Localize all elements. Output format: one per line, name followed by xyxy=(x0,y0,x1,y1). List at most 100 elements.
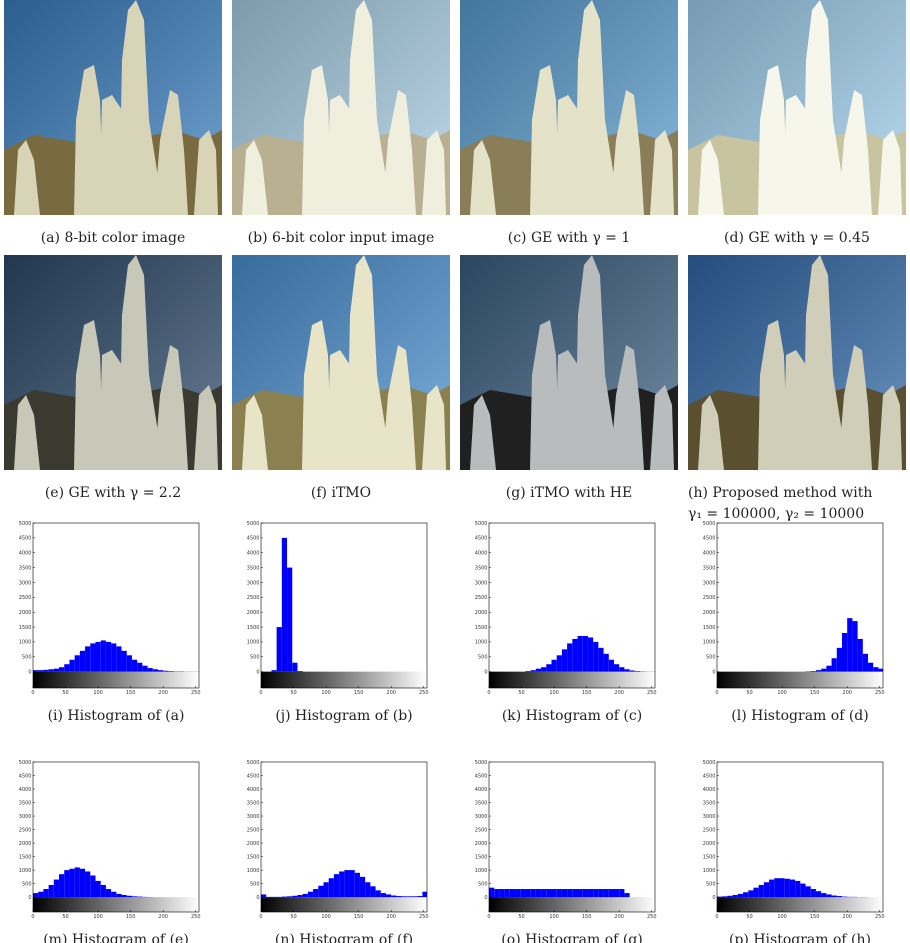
bar xyxy=(122,651,127,672)
bar xyxy=(546,889,551,897)
bar xyxy=(407,896,412,897)
bar xyxy=(578,889,583,897)
bar xyxy=(842,633,847,672)
bar xyxy=(593,642,598,672)
y-tick-label: 500 xyxy=(22,655,32,661)
y-tick-label: 2500 xyxy=(475,595,488,601)
y-tick-label: 1500 xyxy=(703,625,716,631)
y-tick-label: 5000 xyxy=(19,521,32,527)
y-tick-label: 3500 xyxy=(19,800,32,806)
bar xyxy=(541,889,546,897)
histogram: 0500100015002000250030003500400045005000… xyxy=(475,760,657,943)
bar xyxy=(795,881,800,897)
bar xyxy=(832,658,837,671)
x-tick-label: 50 xyxy=(62,690,68,696)
bar xyxy=(137,897,142,898)
histogram: 0500100015002000250030003500400045005000… xyxy=(247,521,429,724)
bar xyxy=(624,893,629,897)
bar xyxy=(738,894,743,897)
y-tick-label: 500 xyxy=(250,881,260,887)
bar xyxy=(282,897,287,898)
caption: (k) Histogram of (c) xyxy=(502,708,642,724)
y-tick-label: 4000 xyxy=(703,551,716,557)
bar xyxy=(505,889,510,897)
bar xyxy=(370,886,375,897)
photo xyxy=(688,255,906,470)
bar xyxy=(821,893,826,897)
y-tick-label: 500 xyxy=(250,655,260,661)
x-tick-label: 0 xyxy=(31,690,34,696)
histogram: 0500100015002000250030003500400045005000… xyxy=(19,760,201,943)
bar xyxy=(832,896,837,898)
bar xyxy=(111,892,116,897)
bar xyxy=(168,671,173,672)
bar xyxy=(593,889,598,897)
histogram: 0500100015002000250030003500400045005000… xyxy=(19,521,201,724)
bar xyxy=(137,663,142,672)
bar xyxy=(583,889,588,897)
y-tick-label: 4500 xyxy=(475,536,488,542)
bar xyxy=(578,636,583,672)
bar xyxy=(499,889,504,897)
bar xyxy=(873,667,878,671)
bar xyxy=(80,651,85,672)
bar xyxy=(90,643,95,671)
x-tick-label: 200 xyxy=(158,690,168,696)
bar xyxy=(95,642,100,672)
x-tick-label: 50 xyxy=(518,914,524,920)
y-tick-label: 2500 xyxy=(703,827,716,833)
bar xyxy=(38,670,43,671)
caption: (a) 8-bit color image xyxy=(41,230,186,246)
bar xyxy=(489,888,494,897)
y-tick-label: 4000 xyxy=(247,787,260,793)
bar xyxy=(614,664,619,671)
x-tick-label: 250 xyxy=(419,914,429,920)
bar xyxy=(38,892,43,897)
photo xyxy=(4,0,222,215)
photo xyxy=(232,0,450,215)
bar xyxy=(826,894,831,897)
x-tick-label: 250 xyxy=(191,690,201,696)
x-tick-label: 250 xyxy=(191,914,201,920)
y-tick-label: 3500 xyxy=(247,800,260,806)
bar xyxy=(816,891,821,897)
caption: (h) Proposed method with xyxy=(688,485,872,501)
y-tick-label: 5000 xyxy=(19,760,32,766)
bar xyxy=(303,894,308,897)
bar xyxy=(557,655,562,671)
caption: (j) Histogram of (b) xyxy=(275,708,412,724)
y-tick-label: 2000 xyxy=(247,841,260,847)
bar xyxy=(624,669,629,671)
bar xyxy=(132,896,137,897)
x-tick-label: 50 xyxy=(290,690,296,696)
x-tick-label: 250 xyxy=(647,690,657,696)
bar xyxy=(748,890,753,897)
bar xyxy=(536,669,541,672)
bar xyxy=(69,869,74,897)
y-tick-label: 1500 xyxy=(19,854,32,860)
x-tick-label: 150 xyxy=(354,914,364,920)
colorbar xyxy=(33,897,199,912)
bar xyxy=(85,871,90,897)
y-tick-label: 1000 xyxy=(703,868,716,874)
histogram: 0500100015002000250030003500400045005000… xyxy=(475,521,657,724)
y-tick-label: 3500 xyxy=(475,565,488,571)
bar xyxy=(790,880,795,898)
bar xyxy=(598,889,603,897)
bar xyxy=(49,669,54,671)
bar xyxy=(525,889,530,897)
histogram: 0500100015002000250030003500400045005000… xyxy=(703,521,885,724)
bar xyxy=(557,889,562,897)
bar xyxy=(609,889,614,897)
bar xyxy=(604,654,609,672)
bar xyxy=(334,874,339,897)
x-tick-label: 0 xyxy=(31,914,34,920)
bar xyxy=(551,660,556,672)
y-tick-label: 2000 xyxy=(19,610,32,616)
bar xyxy=(90,876,95,898)
y-tick-label: 1000 xyxy=(475,868,488,874)
y-tick-label: 3500 xyxy=(475,800,488,806)
bar xyxy=(743,892,748,897)
bar xyxy=(510,889,515,897)
bar xyxy=(520,889,525,897)
